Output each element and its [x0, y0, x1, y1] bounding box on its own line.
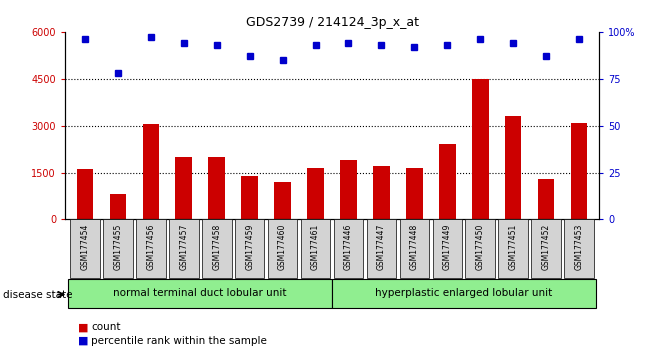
Text: ■: ■ [78, 322, 89, 332]
Bar [301, 219, 330, 278]
Bar [571, 122, 587, 219]
Bar [432, 219, 462, 278]
Text: GSM177450: GSM177450 [476, 224, 485, 270]
Bar [103, 219, 133, 278]
Text: ■: ■ [78, 336, 89, 346]
Bar [406, 168, 422, 219]
Text: GSM177455: GSM177455 [113, 224, 122, 270]
Text: percentile rank within the sample: percentile rank within the sample [91, 336, 267, 346]
Text: GSM177454: GSM177454 [80, 224, 89, 270]
Bar [77, 170, 93, 219]
Bar [136, 219, 165, 278]
Bar [202, 219, 232, 278]
Text: GSM177458: GSM177458 [212, 224, 221, 270]
Bar [505, 116, 521, 219]
Text: GSM177460: GSM177460 [278, 224, 287, 270]
Text: normal terminal duct lobular unit: normal terminal duct lobular unit [113, 288, 287, 298]
Text: GSM177456: GSM177456 [146, 224, 156, 270]
Bar [465, 219, 495, 278]
Bar [564, 219, 594, 278]
Title: GDS2739 / 214124_3p_x_at: GDS2739 / 214124_3p_x_at [245, 16, 419, 29]
Bar [208, 157, 225, 219]
Bar [340, 160, 357, 219]
Bar [235, 219, 264, 278]
Bar [531, 219, 561, 278]
Bar [242, 176, 258, 219]
Text: disease state: disease state [3, 290, 73, 299]
Bar [307, 168, 324, 219]
Bar [538, 179, 555, 219]
Text: GSM177446: GSM177446 [344, 224, 353, 270]
Text: GSM177453: GSM177453 [575, 224, 584, 270]
Bar [274, 182, 291, 219]
Bar [367, 219, 396, 278]
Text: GSM177452: GSM177452 [542, 224, 551, 270]
Bar [169, 219, 199, 278]
Text: GSM177451: GSM177451 [508, 224, 518, 270]
Bar [143, 124, 159, 219]
Text: GSM177448: GSM177448 [410, 224, 419, 270]
Bar [70, 219, 100, 278]
Text: GSM177449: GSM177449 [443, 224, 452, 270]
Text: GSM177459: GSM177459 [245, 224, 254, 270]
Bar [400, 219, 429, 278]
Text: GSM177457: GSM177457 [179, 224, 188, 270]
Bar [109, 194, 126, 219]
Bar [439, 144, 456, 219]
Bar [373, 166, 390, 219]
Bar [334, 219, 363, 278]
Text: hyperplastic enlarged lobular unit: hyperplastic enlarged lobular unit [375, 288, 553, 298]
Bar [332, 280, 596, 308]
Bar [176, 157, 192, 219]
Text: GSM177461: GSM177461 [311, 224, 320, 270]
Bar [68, 280, 332, 308]
Text: count: count [91, 322, 120, 332]
Bar [472, 79, 488, 219]
Text: GSM177447: GSM177447 [377, 224, 386, 270]
Bar [499, 219, 528, 278]
Bar [268, 219, 298, 278]
